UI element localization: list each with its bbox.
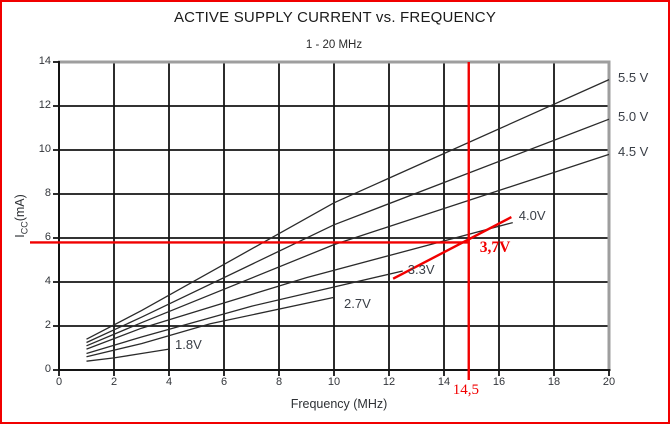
chart-title: ACTIVE SUPPLY CURRENT vs. FREQUENCY <box>173 9 497 26</box>
x-tick-label: 0 <box>55 376 63 388</box>
marked-frequency-label: 14,5 <box>452 382 479 398</box>
x-tick-label: 16 <box>492 376 506 388</box>
x-tick-label: 10 <box>327 376 341 388</box>
y-tick-label: 0 <box>44 363 51 375</box>
y-tick-label: 10 <box>38 143 51 155</box>
y-tick-label: 4 <box>44 275 51 287</box>
x-tick-label: 6 <box>220 376 228 388</box>
y-tick-label: 6 <box>44 231 51 243</box>
series-curve-1.8V <box>86 348 170 362</box>
x-tick-label: 14 <box>437 376 451 388</box>
chart-subtitle: 1 - 20 MHz <box>305 39 363 51</box>
series-curve-4.0V <box>86 221 513 350</box>
x-tick-label: 20 <box>602 376 616 388</box>
series-label-4.5V: 4.5 V <box>618 144 649 160</box>
series-label-5.5V: 5.5 V <box>618 69 649 85</box>
series-label-2.7V: 2.7V <box>344 296 371 312</box>
x-tick-label: 12 <box>382 376 396 388</box>
x-axis-label: Frequency (MHz) <box>290 397 388 411</box>
series-label-3.3V: 3.3V <box>407 262 435 277</box>
x-tick-label: 8 <box>275 376 283 388</box>
interpolated-voltage-label: 3,7V <box>479 239 511 257</box>
series-curve-2.7V <box>86 296 335 358</box>
series-label-1.8V: 1.8V <box>175 337 202 353</box>
series-curve-5.0V <box>86 118 610 344</box>
series-curve-4.5V <box>86 153 610 347</box>
x-tick-label: 18 <box>547 376 561 388</box>
y-tick-label: 8 <box>44 187 51 199</box>
series-curve-3.3V <box>86 270 403 355</box>
x-tick-label: 4 <box>165 376 173 388</box>
series-curve-5.5V <box>86 79 610 340</box>
marker-interpolation-line <box>392 216 512 280</box>
y-axis-label: ICC(mA) <box>13 194 30 238</box>
y-tick-label: 14 <box>38 55 51 67</box>
series-label-5.0V: 5.0 V <box>618 109 649 125</box>
y-tick-label: 2 <box>44 319 51 331</box>
series-label-4.0V: 4.0V <box>518 207 546 223</box>
y-tick-label: 12 <box>38 99 51 111</box>
x-tick-label: 2 <box>110 376 118 388</box>
